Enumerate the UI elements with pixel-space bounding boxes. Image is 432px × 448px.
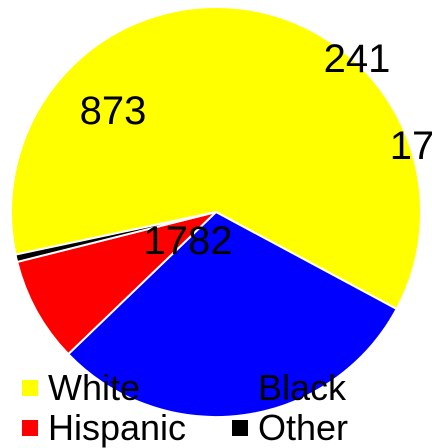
legend-swatch-hispanic (22, 420, 38, 436)
legend-item-black: Black (232, 368, 422, 408)
pie-slice-black (67, 211, 398, 418)
data-label-hispanic: 241 (324, 37, 391, 81)
legend-label-white: White (48, 367, 141, 408)
legend-item-white: White (22, 368, 232, 408)
data-label-black: 873 (80, 89, 147, 133)
pie-slice-hispanic (16, 211, 217, 356)
pie-slices (10, 5, 422, 418)
legend-label-other: Other (258, 407, 349, 448)
data-label-white: 1782 (144, 219, 233, 263)
legend-swatch-white (22, 380, 38, 396)
legend-label-black: Black (258, 367, 347, 408)
legend-swatch-other (232, 420, 248, 436)
legend-item-hispanic: Hispanic (22, 408, 232, 448)
legend-swatch-black (232, 380, 248, 396)
legend-label-hispanic: Hispanic (48, 407, 187, 448)
pie-slice-other (14, 211, 217, 263)
pie-data-labels: 1782 873 241 17 (80, 37, 432, 263)
data-label-other: 17 (390, 124, 432, 168)
chart-legend: White Black Hispanic Other (22, 368, 422, 448)
legend-item-other: Other (232, 408, 422, 448)
